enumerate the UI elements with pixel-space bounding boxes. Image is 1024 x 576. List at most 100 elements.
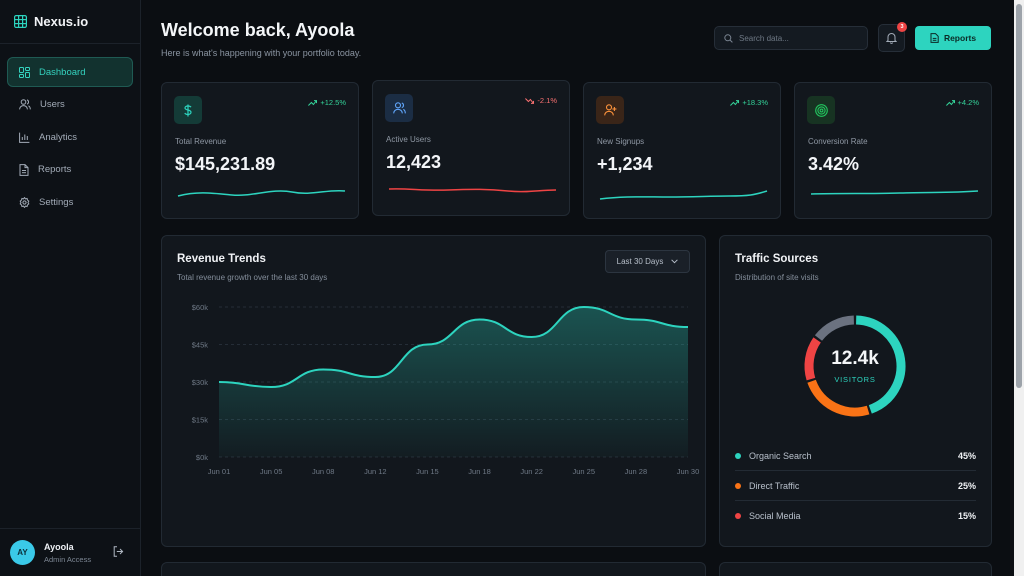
sidebar-item-reports[interactable]: Reports (7, 155, 133, 185)
x-tick-label: Jun 05 (260, 467, 283, 476)
sidebar-item-settings[interactable]: Settings (7, 187, 133, 217)
visitors-label: VISITORS (834, 375, 876, 384)
sidebar-item-label: Analytics (39, 131, 78, 143)
reports-button-label: Reports (943, 33, 977, 43)
sidebar-item-users[interactable]: Users (7, 90, 133, 120)
y-tick-label: $0k (196, 453, 208, 462)
x-tick-label: Jun 01 (208, 467, 231, 476)
x-tick-label: Jun 12 (364, 467, 387, 476)
search-input[interactable] (739, 33, 859, 43)
legend-percent: 45% (957, 450, 976, 461)
donut-slice (807, 379, 870, 417)
users-icon (385, 94, 413, 122)
search-icon (724, 33, 733, 43)
sidebar-item-dashboard[interactable]: Dashboard (7, 57, 133, 87)
donut-slice (804, 337, 821, 381)
sparkline (810, 190, 979, 195)
stat-change: +18.3% (730, 98, 768, 107)
page-subtitle: Here is what's happening with your portf… (161, 48, 362, 58)
stat-card-conversion-rate[interactable]: +4.2% Conversion Rate 3.42% (794, 82, 992, 219)
legend-percent: 25% (957, 480, 976, 491)
sparkline (599, 190, 768, 200)
trend-up-icon (730, 99, 740, 106)
sidebar: Nexus.io Dashboard Users Analytics Repor… (0, 0, 141, 576)
user-profile[interactable]: AY Ayoola Admin Access (0, 528, 140, 576)
target-icon (807, 96, 835, 124)
logout-icon[interactable] (113, 546, 124, 557)
notification-badge: 3 (897, 22, 907, 32)
x-tick-label: Jun 18 (468, 467, 491, 476)
stat-change: +4.2% (945, 98, 979, 107)
lower-panel-left (161, 562, 706, 576)
donut-center: 12.4k VISITORS (803, 348, 907, 384)
grid-logo-icon (14, 15, 27, 28)
traffic-sources-panel: Traffic Sources Distribution of site vis… (719, 235, 992, 547)
stat-card-new-signups[interactable]: +18.3% New Signups +1,234 (583, 82, 781, 219)
legend-label: Direct Traffic (749, 480, 800, 491)
stat-card-revenue[interactable]: +12.5% Total Revenue $145,231.89 (161, 82, 359, 219)
revenue-trends-panel: $60k $45k $30k $15k $0k Jun 01 Jun 05 Jun 08 Jun… (161, 235, 706, 547)
trend-down-icon (525, 97, 535, 104)
legend-dot (735, 452, 741, 459)
revenue-line (218, 305, 689, 389)
donut-slice (855, 315, 906, 414)
traffic-donut-chart (804, 315, 906, 417)
user-plus-icon (596, 96, 624, 124)
bell-icon (886, 33, 897, 44)
legend-label: Social Media (749, 511, 801, 521)
date-range-select[interactable]: Last 30 Days (605, 250, 690, 273)
notifications-button[interactable]: 3 (878, 22, 907, 52)
stat-value: $145,231.89 (175, 154, 276, 174)
users-icon (19, 99, 31, 110)
legend-percent: 15% (957, 511, 976, 521)
date-range-value: Last 30 Days (616, 257, 664, 266)
sparkline (388, 188, 557, 193)
stat-card-active-users[interactable]: -2.1% Active Users 12,423 (372, 80, 570, 216)
legend-item-social-media: Social Media 15% (735, 501, 976, 531)
legend-item-organic-search: Organic Search 45% (735, 441, 976, 471)
x-tick-label: Jun 25 (573, 467, 596, 476)
stat-change: +12.5% (308, 98, 346, 107)
stat-label: New Signups (597, 137, 645, 146)
dashboard-icon (19, 66, 30, 78)
sidebar-nav: Dashboard Users Analytics Reports Settin… (0, 44, 140, 233)
sidebar-item-label: Users (40, 99, 65, 110)
y-tick-label: $60k (192, 303, 209, 312)
sidebar-item-label: Settings (39, 196, 74, 208)
stat-value: +1,234 (597, 154, 653, 174)
sidebar-item-analytics[interactable]: Analytics (7, 122, 133, 152)
stat-label: Total Revenue (175, 137, 227, 146)
visitors-total: 12.4k (831, 348, 879, 369)
legend-dot (735, 513, 741, 519)
panel-title: Traffic Sources (735, 253, 819, 265)
reports-button[interactable]: Reports (915, 26, 991, 50)
stat-change: -2.1% (525, 96, 557, 105)
donut-slice (814, 315, 855, 341)
stat-value: 3.42% (808, 154, 860, 174)
sidebar-item-label: Dashboard (39, 66, 86, 78)
lower-panel-right (719, 562, 992, 576)
sidebar-item-label: Reports (38, 164, 72, 175)
x-tick-label: Jun 30 (677, 467, 700, 476)
panel-subtitle: Total revenue growth over the last 30 da… (177, 273, 328, 282)
user-role: Admin Access (44, 554, 92, 564)
brand-name: Nexus.io (34, 14, 89, 29)
chevron-down-icon (671, 259, 679, 264)
avatar: AY (10, 540, 35, 565)
y-tick-label: $45k (192, 341, 209, 350)
legend-dot (735, 482, 741, 489)
scrollbar-thumb[interactable] (1016, 4, 1022, 388)
x-tick-label: Jun 28 (625, 467, 648, 476)
brand[interactable]: Nexus.io (0, 0, 140, 44)
x-tick-label: Jun 22 (520, 467, 543, 476)
x-tick-label: Jun 15 (416, 467, 439, 476)
analytics-icon (19, 132, 30, 143)
x-tick-label: Jun 08 (312, 467, 335, 476)
stat-label: Conversion Rate (808, 137, 868, 146)
search-box[interactable] (714, 26, 868, 50)
reports-icon (19, 163, 29, 176)
page-title: Welcome back, Ayoola (161, 20, 355, 40)
stat-value: 12,423 (386, 152, 442, 172)
sparkline (177, 189, 346, 197)
